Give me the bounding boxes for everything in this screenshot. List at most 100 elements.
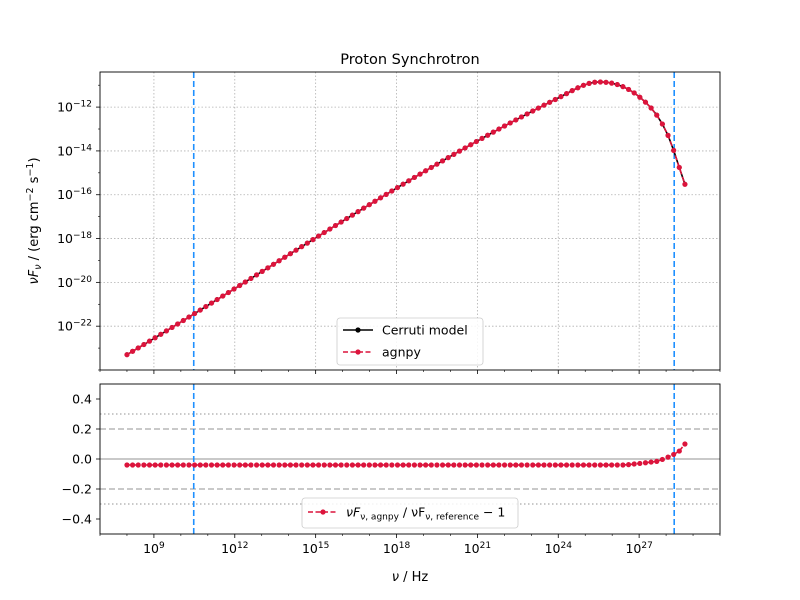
series-point-ratio (203, 462, 209, 468)
series-point-agnpy (411, 174, 417, 181)
series-point-agnpy (304, 240, 310, 246)
series-point-ratio (355, 462, 361, 468)
y-axis-label: νFν / (erg cm−2 s−1) (25, 157, 44, 284)
x-tick-label: 1015 (302, 541, 329, 556)
series-point-agnpy (191, 310, 198, 317)
bottom-vlines (192, 384, 676, 534)
series-point-ratio (191, 462, 198, 468)
x-tick-label: 1012 (221, 541, 248, 556)
series-point-ratio (163, 462, 170, 468)
series-point-agnpy (665, 132, 671, 138)
top-x-ticks (99, 370, 721, 374)
series-point-ratio (152, 462, 158, 468)
series-point-ratio (394, 462, 401, 468)
series-point-agnpy (597, 79, 603, 85)
series-point-agnpy (129, 348, 136, 354)
series-point-ratio (507, 462, 513, 468)
series-point-agnpy (253, 272, 260, 278)
series-point-agnpy (575, 85, 581, 91)
series-point-agnpy (620, 84, 626, 90)
series-point-ratio (637, 460, 643, 467)
series-point-agnpy (485, 132, 491, 138)
series-point-agnpy (592, 79, 598, 85)
series-point-ratio (383, 462, 389, 468)
series-point-ratio (535, 462, 541, 468)
top-y-tick-label: 10−14 (57, 143, 92, 158)
series-point-ratio (253, 462, 260, 468)
series-point-agnpy (490, 129, 496, 135)
series-point-ratio (225, 462, 232, 468)
series-point-agnpy (180, 317, 186, 324)
series-point-ratio (197, 462, 203, 468)
series-point-ratio (287, 462, 293, 468)
series-point-ratio (547, 462, 553, 468)
series-point-ratio (428, 462, 434, 468)
series-point-agnpy (220, 293, 226, 299)
series-point-ratio (259, 462, 265, 468)
series-point-ratio (620, 462, 626, 468)
series-point-agnpy (242, 279, 248, 285)
bottom-y-tick-label: −0.2 (62, 482, 92, 497)
series-point-ratio (406, 462, 412, 468)
series-point-agnpy (197, 307, 203, 313)
series-point-ratio (513, 462, 519, 468)
series-point-agnpy (225, 289, 232, 296)
series-point-ratio (389, 462, 395, 468)
series-point-ratio (625, 462, 632, 468)
series-point-ratio (631, 461, 637, 467)
bottom-y-ticks: 0.4 0.2 0.0 −0.2 −0.4 (62, 392, 100, 527)
series-point-ratio (659, 456, 665, 463)
series-point-ratio (614, 462, 620, 468)
series-point-agnpy (141, 341, 147, 348)
series-point-ratio (248, 462, 254, 468)
series-point-agnpy (434, 161, 440, 167)
top-y-tick-label: 10−20 (57, 275, 92, 290)
bottom-y-tick-label: 0.2 (72, 422, 92, 437)
top-vlines (192, 72, 676, 370)
series-point-agnpy (208, 300, 215, 306)
series-point-ratio (603, 462, 609, 468)
series-point-ratio (282, 462, 288, 468)
series-point-agnpy (231, 286, 237, 292)
series-point-agnpy (451, 151, 457, 157)
series-point-ratio (361, 462, 367, 468)
series-point-ratio (400, 462, 406, 468)
series-point-agnpy (530, 108, 536, 114)
series-point-agnpy (259, 268, 265, 274)
series-point-ratio (597, 462, 603, 468)
series-line-agnpy (126, 81, 686, 356)
legend-label-ratio: νFν, agnpy / νFν, reference − 1 (346, 505, 505, 523)
series-point-ratio (321, 462, 327, 468)
bottom-y-tick-label: 0.0 (72, 452, 92, 467)
series-point-agnpy (439, 158, 446, 164)
series-point-ratio (423, 462, 429, 468)
series-point-ratio (220, 462, 226, 468)
series-point-agnpy (642, 99, 649, 105)
series-point-agnpy (321, 229, 327, 236)
series-point-ratio (129, 462, 136, 468)
top-y-tick-label: 10−18 (57, 231, 92, 246)
series-point-agnpy (473, 138, 479, 145)
series-point-ratio (158, 462, 164, 468)
series-point-ratio (586, 462, 592, 468)
series-point-ratio (580, 462, 587, 468)
legend-label-agnpy: agnpy (382, 345, 421, 360)
series-point-agnpy (310, 237, 316, 243)
series-point-ratio (332, 462, 339, 468)
series-point-ratio (445, 462, 451, 468)
x-tick-label: 1021 (464, 541, 491, 556)
series-point-agnpy (389, 188, 395, 194)
series-point-agnpy (417, 171, 423, 177)
series-point-agnpy (377, 195, 384, 201)
series-point-agnpy (586, 80, 592, 86)
series-point-agnpy (609, 80, 615, 86)
series-point-agnpy (603, 79, 609, 85)
series-point-ratio (315, 462, 322, 468)
series-point-ratio (485, 462, 491, 468)
legend-entry-agnpy: agnpy (343, 345, 421, 360)
series-point-ratio (575, 462, 581, 468)
series-point-ratio (439, 462, 446, 468)
series-point-agnpy (563, 91, 570, 97)
series-point-agnpy (445, 155, 451, 161)
series-point-ratio (141, 462, 147, 468)
